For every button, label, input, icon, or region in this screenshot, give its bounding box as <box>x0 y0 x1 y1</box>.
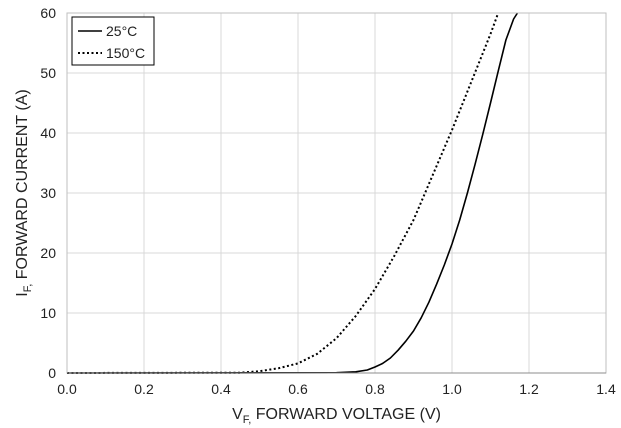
x-tick-label: 0.0 <box>57 381 77 397</box>
x-tick-label: 0.6 <box>288 381 308 397</box>
x-tick-label: 1.4 <box>596 381 616 397</box>
y-tick-label: 20 <box>40 245 56 261</box>
y-tick-label: 0 <box>48 365 56 381</box>
y-axis-title-main: I <box>14 292 31 296</box>
y-tick-label: 60 <box>40 5 56 21</box>
x-tick-label: 1.2 <box>519 381 539 397</box>
y-axis-title-rest: FORWARD CURRENT (A) <box>14 89 31 283</box>
x-axis-title-main: V <box>232 406 243 423</box>
y-tick-label: 40 <box>40 125 56 141</box>
series-line-25c <box>66 12 519 374</box>
y-tick-label: 10 <box>40 305 56 321</box>
grid <box>67 13 606 373</box>
series-layer <box>66 12 519 374</box>
x-tick-label: 0.2 <box>134 381 154 397</box>
y-axis-title-subscript: F, <box>22 284 34 293</box>
x-axis-title-rest: FORWARD VOLTAGE (V) <box>251 406 441 423</box>
y-tick-labels: 0 10 20 30 40 50 60 <box>40 5 56 381</box>
x-tick-label: 0.4 <box>211 381 231 397</box>
legend-box <box>71 16 155 66</box>
legend-label-150c: 150°C <box>106 45 145 61</box>
y-tick-label: 50 <box>40 65 56 81</box>
series-line-150c <box>66 12 500 374</box>
y-axis-title: IF, FORWARD CURRENT (A) <box>14 89 34 296</box>
x-axis-title: VF, FORWARD VOLTAGE (V) <box>232 406 441 426</box>
legend: 25°C 150°C <box>71 16 155 66</box>
y-tick-label: 30 <box>40 185 56 201</box>
x-axis-title-subscript: F, <box>243 414 252 426</box>
x-tick-labels: 0.0 0.2 0.4 0.6 0.8 1.0 1.2 1.4 <box>57 381 616 397</box>
legend-label-25c: 25°C <box>106 23 137 39</box>
x-tick-label: 0.8 <box>365 381 385 397</box>
x-tick-label: 1.0 <box>442 381 462 397</box>
